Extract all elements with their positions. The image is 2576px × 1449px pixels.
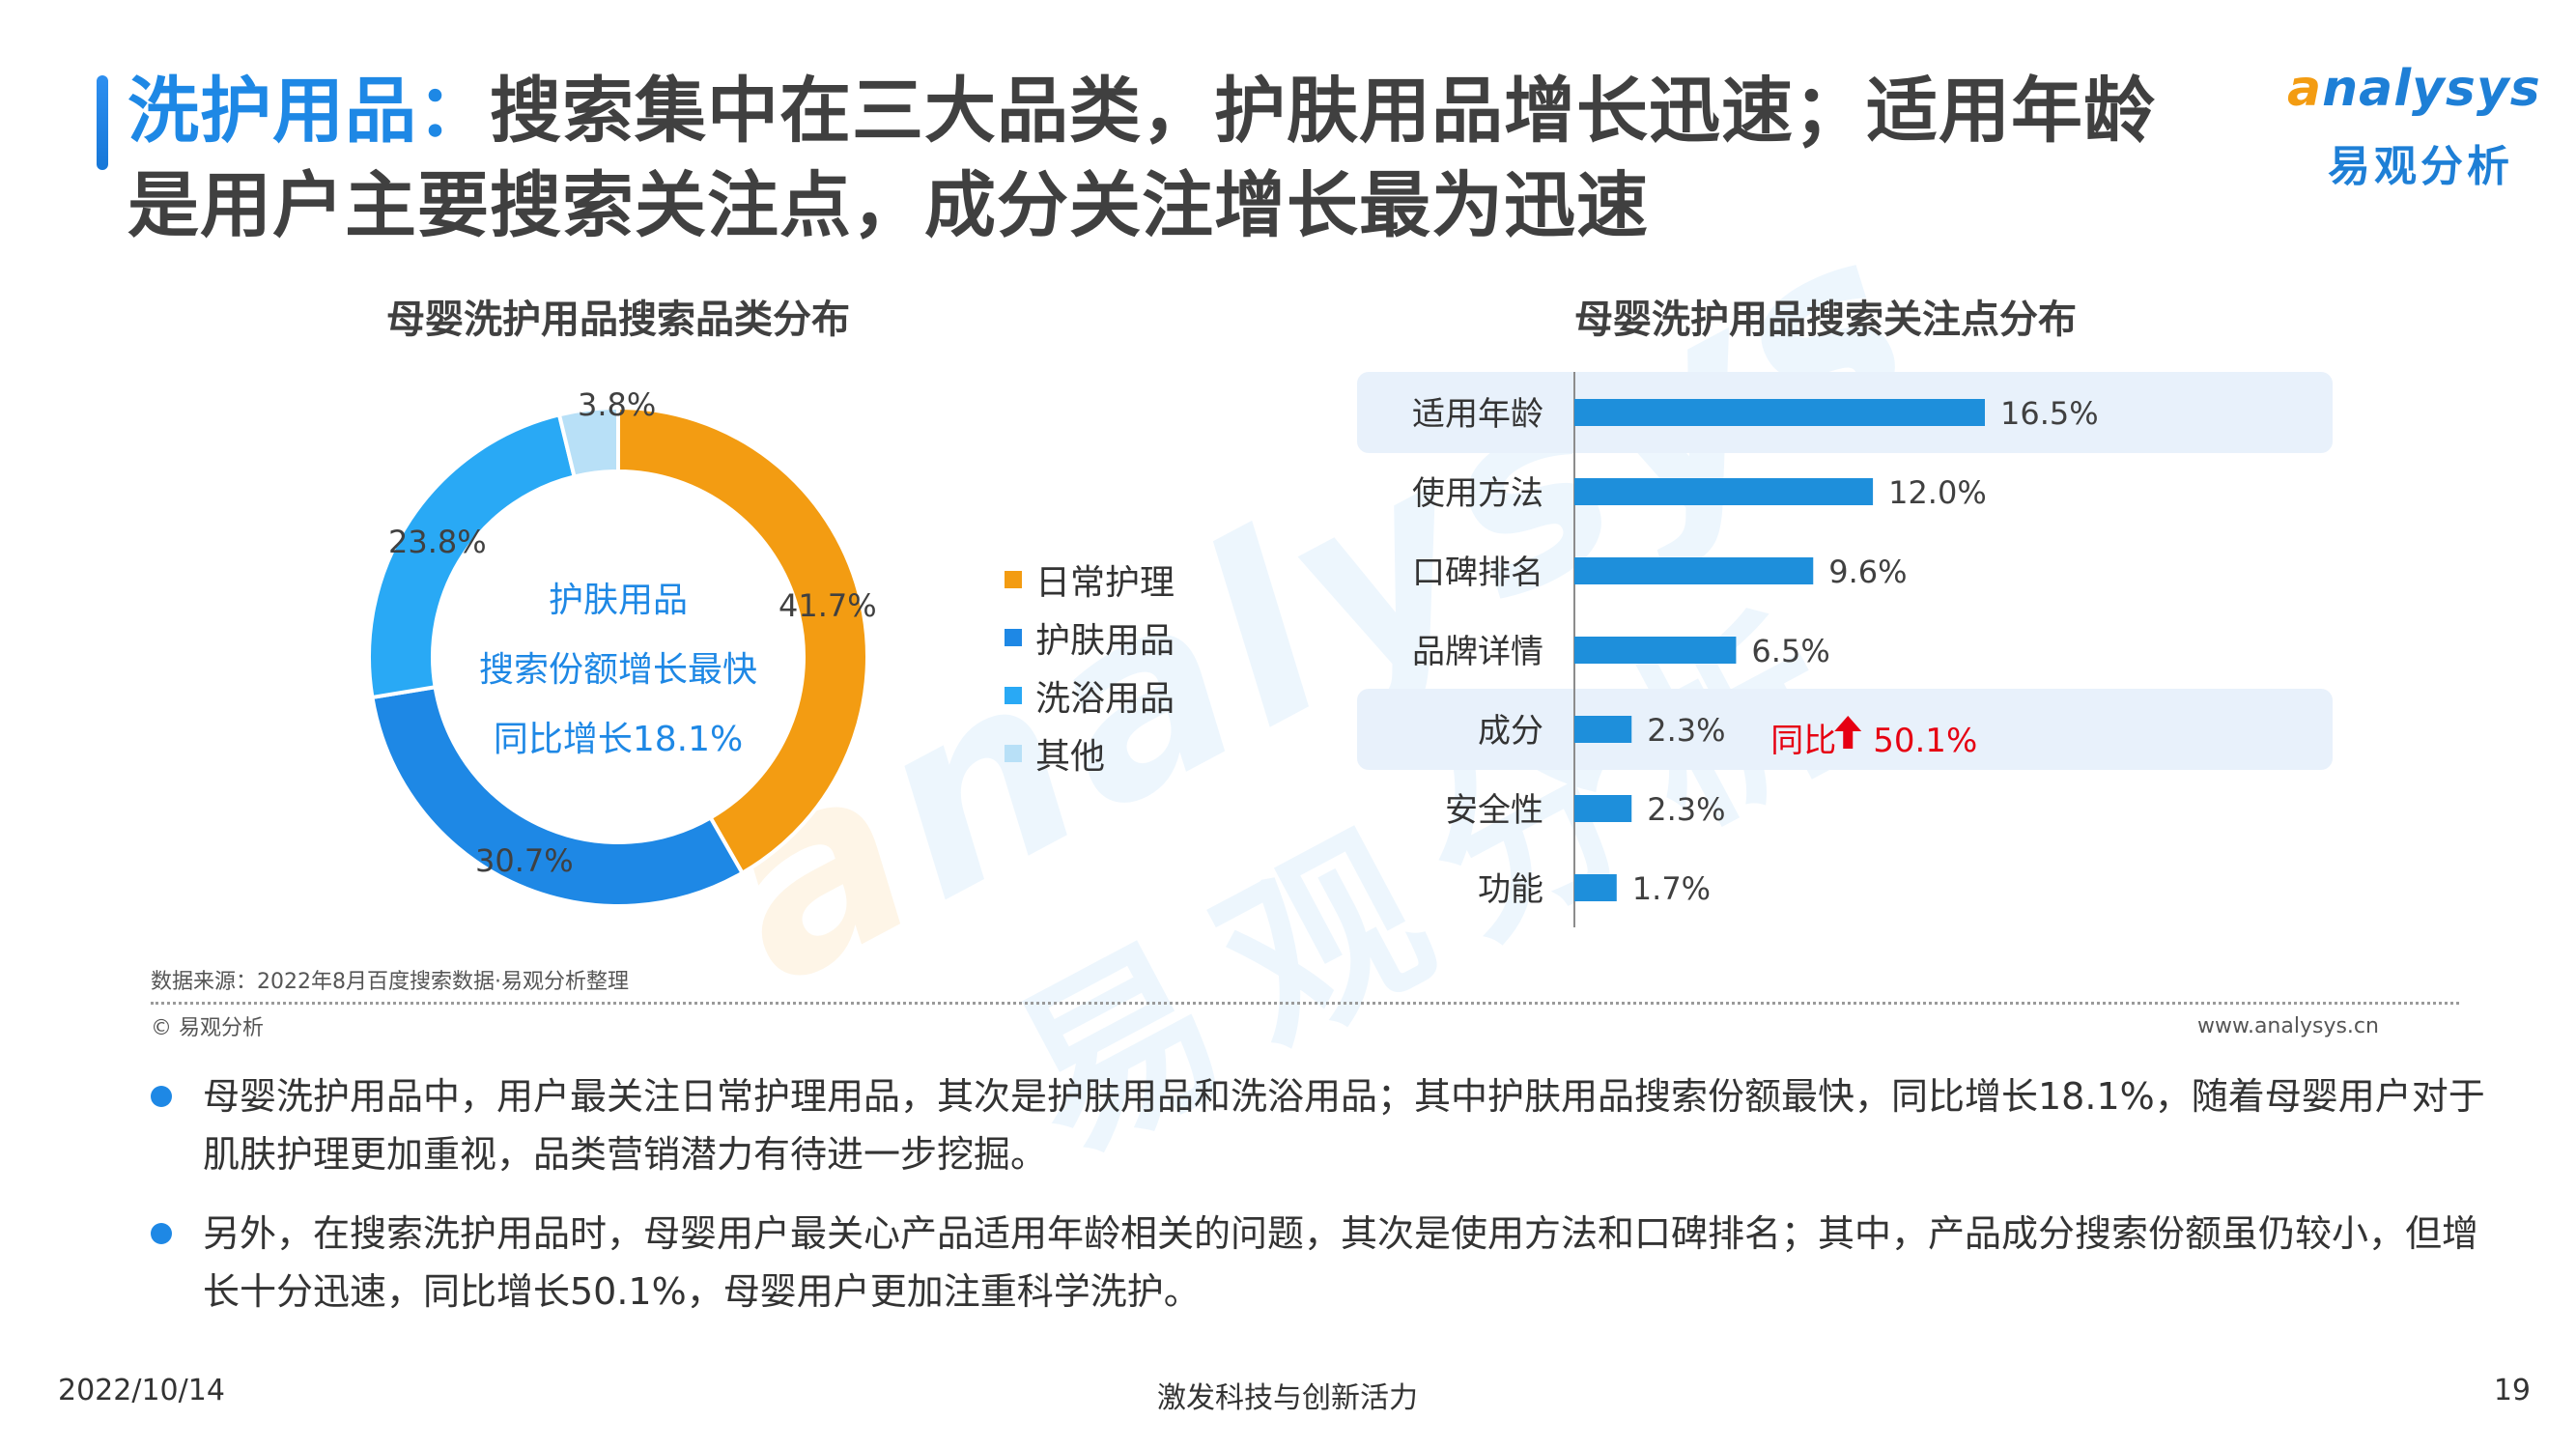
legend-swatch: [1005, 571, 1022, 588]
legend-swatch: [1005, 745, 1022, 762]
bar: [1574, 399, 1985, 426]
legend-swatch: [1005, 687, 1022, 704]
bar-chart: 适用年龄 16.5% 使用方法 12.0% 口碑排名 9.6% 品牌详情 6.5% 成分 2.3%…: [1357, 372, 2333, 927]
category-label: 品牌详情: [1412, 633, 1543, 671]
brand-logo-cn: 易观分析: [2328, 142, 2513, 191]
brand-logo: analysys: [2287, 60, 2541, 118]
value-label: 2.3%: [1647, 712, 1725, 749]
value-label: 16.5%: [2000, 395, 2099, 432]
footer-date: 2022/10/14: [58, 1374, 225, 1407]
legend-item: 日常护理: [1005, 551, 1175, 609]
bar: [1574, 795, 1632, 822]
annotation-prefix: 同比: [1770, 722, 1836, 760]
value-label: 6.5%: [1751, 633, 1829, 669]
bullet-text: 母婴洗护用品中，用户最关注日常护理用品，其次是护肤用品和洗浴用品；其中护肤用品搜…: [203, 1075, 2485, 1176]
category-label: 成分: [1478, 712, 1543, 751]
legend-item: 洗浴用品: [1005, 667, 1175, 724]
bullet-point: 另外，在搜索洗护用品时，母婴用户最关心产品适用年龄相关的问题，其次是使用方法和口…: [151, 1205, 2488, 1321]
category-label: 安全性: [1445, 791, 1543, 830]
bar: [1574, 716, 1632, 743]
growth-annotation: 同比 50.1%: [1770, 716, 1977, 760]
title-accent-bar: [97, 75, 108, 170]
slice-label-daily-care: 41.7%: [778, 587, 877, 624]
bar: [1574, 874, 1617, 901]
donut-chart-title: 母婴洗护用品搜索品类分布: [386, 298, 850, 342]
bar-chart-title: 母婴洗护用品搜索关注点分布: [1574, 298, 2077, 342]
slice-label-bath: 23.8%: [388, 524, 487, 560]
copyright: © 易观分析: [151, 1016, 264, 1040]
donut-slice: [616, 405, 869, 876]
footer-slogan: 激发科技与创新活力: [1157, 1381, 1418, 1415]
divider: [151, 1002, 2459, 1005]
category-label: 口碑排名: [1412, 554, 1543, 592]
value-label: 9.6%: [1828, 554, 1907, 590]
title-highlight: 洗护用品：: [127, 70, 490, 153]
donut-slice: [370, 684, 746, 908]
page-number: 19: [2493, 1374, 2531, 1407]
value-label: 2.3%: [1647, 791, 1725, 828]
website-link[interactable]: www.analysys.cn: [2197, 1014, 2379, 1038]
annotation-value: 50.1%: [1873, 722, 1977, 760]
slice-label-skincare: 30.7%: [475, 842, 574, 879]
legend-item: 其他: [1005, 724, 1175, 782]
donut-center-line-3: 同比增长18.1%: [493, 720, 744, 759]
bullet-text: 另外，在搜索洗护用品时，母婴用户最关心产品适用年龄相关的问题，其次是使用方法和口…: [203, 1212, 2479, 1313]
slice-label-other: 3.8%: [578, 386, 657, 423]
bullet-point: 母婴洗护用品中，用户最关注日常护理用品，其次是护肤用品和洗浴用品；其中护肤用品搜…: [151, 1067, 2488, 1183]
value-label: 1.7%: [1632, 870, 1711, 907]
data-source: 数据来源：2022年8月百度搜索数据·易观分析整理: [151, 970, 629, 994]
category-label: 功能: [1478, 870, 1543, 909]
donut-center-line-1: 护肤用品: [548, 581, 688, 620]
page-title: 洗护用品：搜索集中在三大品类，护肤用品增长迅速；适用年龄是用户主要搜索关注点，成…: [127, 64, 2223, 253]
bar: [1574, 478, 1874, 505]
title-text: 搜索集中在三大品类，护肤用品增长迅速；适用年龄是用户主要搜索关注点，成分关注增长…: [127, 70, 2156, 247]
donut-legend: 日常护理 护肤用品 洗浴用品 其他: [1005, 551, 1175, 782]
donut-center-line-2: 搜索份额增长最快: [478, 650, 757, 690]
legend-item: 护肤用品: [1005, 609, 1175, 667]
bar: [1574, 557, 1814, 584]
legend-swatch: [1005, 629, 1022, 646]
category-label: 适用年龄: [1412, 395, 1543, 434]
category-label: 使用方法: [1412, 474, 1543, 513]
bullet-icon: [151, 1086, 172, 1107]
value-label: 12.0%: [1888, 474, 1987, 511]
donut-chart: [367, 405, 869, 908]
donut-slice: [556, 405, 620, 479]
arrow-up-icon: [1834, 716, 1862, 749]
bullet-icon: [151, 1223, 172, 1244]
bar: [1574, 637, 1737, 664]
